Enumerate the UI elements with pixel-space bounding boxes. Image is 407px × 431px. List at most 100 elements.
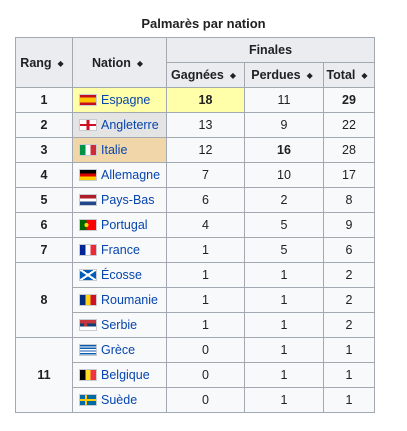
- nation-cell: Roumanie: [72, 287, 167, 313]
- table-row: Suède 0 1 1: [16, 387, 375, 413]
- total-cell: 28: [323, 137, 375, 163]
- nation-link[interactable]: Suède: [101, 393, 138, 407]
- header-gagnees[interactable]: Gagnées ◆: [166, 62, 245, 88]
- nation-link[interactable]: Espagne: [101, 93, 151, 107]
- table-row: 8 Écosse 1 1 2: [15, 262, 375, 338]
- lost-cell: 1: [244, 287, 324, 313]
- table-row: 5 Pays-Bas 6 2 8: [15, 187, 375, 213]
- sort-icon[interactable]: ◆: [57, 58, 64, 68]
- won-cell: 0: [166, 337, 245, 363]
- portugal-flag-icon: [79, 219, 97, 231]
- nation-cell: France: [72, 237, 167, 263]
- rank-cell: 6: [15, 212, 73, 238]
- table-row: 3 Italie 12 16 28: [15, 137, 375, 163]
- sort-icon[interactable]: ◆: [136, 58, 144, 68]
- lost-cell: 11: [244, 87, 324, 113]
- table-row: 4 Allemagne 7 10 17: [15, 162, 375, 188]
- header-nation[interactable]: Nation ◆: [72, 37, 167, 88]
- table-row: 7 France 1 5 6: [15, 237, 375, 263]
- total-cell: 1: [323, 337, 375, 363]
- total-cell: 29: [323, 87, 375, 113]
- total-cell: 2: [323, 287, 375, 313]
- total-cell: 1: [323, 387, 375, 413]
- lost-cell: 1: [244, 387, 324, 413]
- nation-link[interactable]: Belgique: [101, 368, 150, 382]
- table-row: Belgique 0 1 1: [16, 362, 375, 388]
- lost-cell: 5: [244, 212, 324, 238]
- total-cell: 22: [323, 112, 375, 138]
- won-cell: 4: [166, 212, 245, 238]
- spain-flag-icon: [79, 94, 97, 106]
- table-row: 2 Angleterre 13 9 22: [15, 112, 375, 138]
- rank-cell: 2: [15, 112, 73, 138]
- lost-cell: 2: [244, 187, 324, 213]
- total-cell: 1: [323, 362, 375, 388]
- header-perdues[interactable]: Perdues ◆: [244, 62, 324, 88]
- nation-link[interactable]: Angleterre: [101, 118, 159, 132]
- won-cell: 1: [166, 262, 245, 288]
- lost-cell: 1: [244, 362, 324, 388]
- rank-cell: 4: [15, 162, 73, 188]
- romania-flag-icon: [79, 294, 97, 306]
- england-flag-icon: [79, 119, 97, 131]
- sort-icon[interactable]: ◆: [361, 71, 368, 81]
- header-finales: Finales: [166, 37, 375, 63]
- table-row: 11 Grèce 0 1 1: [15, 337, 375, 413]
- sort-icon[interactable]: ◆: [306, 71, 313, 81]
- nation-link[interactable]: France: [101, 243, 140, 257]
- total-cell: 8: [323, 187, 375, 213]
- lost-cell: 10: [244, 162, 324, 188]
- won-cell: 13: [166, 112, 245, 138]
- nation-cell: Allemagne: [72, 162, 167, 188]
- sort-icon[interactable]: ◆: [229, 71, 236, 81]
- total-cell: 6: [323, 237, 375, 263]
- palmares-table: Rang ◆ Nation ◆ Finales Gagnées ◆ Perdues ◆ …: [15, 37, 375, 413]
- won-cell: 6: [166, 187, 245, 213]
- germany-flag-icon: [79, 169, 97, 181]
- nation-cell: Pays-Bas: [72, 187, 167, 213]
- table-row: 6 Portugal 4 5 9: [15, 212, 375, 238]
- total-cell: 9: [323, 212, 375, 238]
- nation-link[interactable]: Pays-Bas: [101, 193, 155, 207]
- won-cell: 18: [166, 87, 245, 113]
- rank-cell: 5: [15, 187, 73, 213]
- nation-cell: Espagne: [72, 87, 167, 113]
- nation-cell: Italie: [72, 137, 167, 163]
- total-cell: 17: [323, 162, 375, 188]
- header-total[interactable]: Total ◆: [323, 62, 375, 88]
- rank-cell: 11: [15, 337, 73, 413]
- nation-link[interactable]: Roumanie: [101, 293, 158, 307]
- won-cell: 0: [166, 362, 245, 388]
- nation-link[interactable]: Serbie: [101, 318, 138, 332]
- won-cell: 0: [166, 387, 245, 413]
- nation-cell: Belgique: [72, 362, 167, 388]
- lost-cell: 5: [244, 237, 324, 263]
- rank-cell: 7: [15, 237, 73, 263]
- header-rang[interactable]: Rang ◆: [15, 37, 73, 88]
- won-cell: 7: [166, 162, 245, 188]
- nation-cell: Écosse: [72, 262, 167, 288]
- won-cell: 12: [166, 137, 245, 163]
- nation-link[interactable]: Grèce: [101, 343, 136, 357]
- nation-link[interactable]: Allemagne: [101, 168, 161, 182]
- nation-link[interactable]: Portugal: [101, 218, 148, 232]
- sweden-flag-icon: [79, 394, 97, 406]
- greece-flag-icon: [79, 344, 97, 356]
- won-cell: 1: [166, 287, 245, 313]
- netherlands-flag-icon: [79, 194, 97, 206]
- table-row: 1 Espagne 18 11 29: [15, 87, 375, 113]
- nation-cell: Suède: [72, 387, 167, 413]
- nation-cell: Portugal: [72, 212, 167, 238]
- france-flag-icon: [79, 244, 97, 256]
- nation-link[interactable]: Italie: [101, 143, 128, 157]
- nation-cell: Angleterre: [72, 112, 167, 138]
- lost-cell: 1: [244, 312, 324, 338]
- belgium-flag-icon: [79, 369, 97, 381]
- table-caption: Palmarès par nation: [141, 16, 266, 31]
- italy-flag-icon: [79, 144, 97, 156]
- rank-cell: 1: [15, 87, 73, 113]
- nation-cell: Serbie: [72, 312, 167, 338]
- won-cell: 1: [166, 312, 245, 338]
- total-cell: 2: [323, 262, 375, 288]
- nation-link[interactable]: Écosse: [101, 268, 142, 282]
